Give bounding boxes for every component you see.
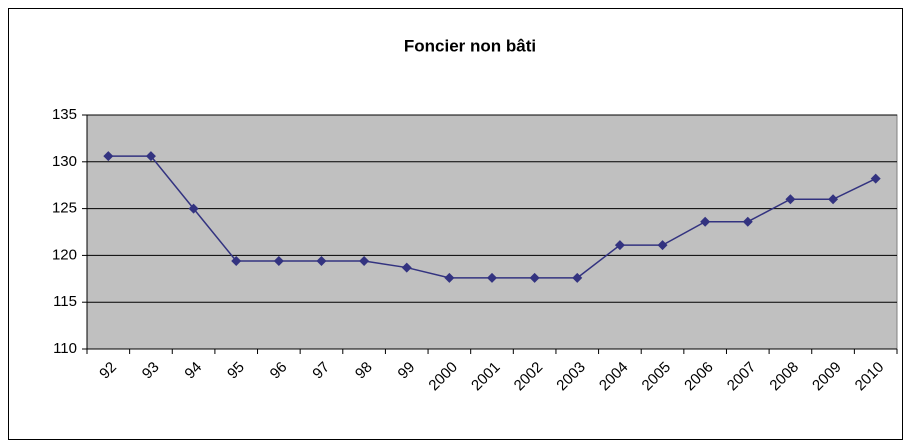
marker — [700, 216, 711, 227]
marker — [273, 256, 284, 267]
y-tick-label: 130 — [52, 153, 77, 170]
marker — [529, 272, 540, 283]
y-tick-label: 135 — [52, 106, 77, 123]
marker — [401, 262, 412, 273]
chart-title: Foncier non bâti — [404, 36, 536, 55]
y-tick-label: 120 — [52, 246, 77, 263]
marker — [657, 240, 668, 251]
marker — [572, 272, 583, 283]
marker — [145, 151, 156, 162]
marker — [785, 194, 796, 205]
y-tick-label: 110 — [53, 340, 77, 357]
marker — [231, 256, 242, 267]
marker — [359, 256, 370, 267]
y-tick-label: 125 — [52, 200, 77, 217]
plot-area — [86, 114, 898, 350]
marker — [316, 256, 327, 267]
marker — [103, 151, 114, 162]
marker — [188, 203, 199, 214]
y-tick-label: 115 — [53, 293, 77, 310]
marker — [870, 173, 881, 184]
marker — [828, 194, 839, 205]
marker — [487, 272, 497, 283]
marker — [444, 272, 455, 283]
marker — [614, 240, 625, 251]
marker — [742, 216, 753, 227]
